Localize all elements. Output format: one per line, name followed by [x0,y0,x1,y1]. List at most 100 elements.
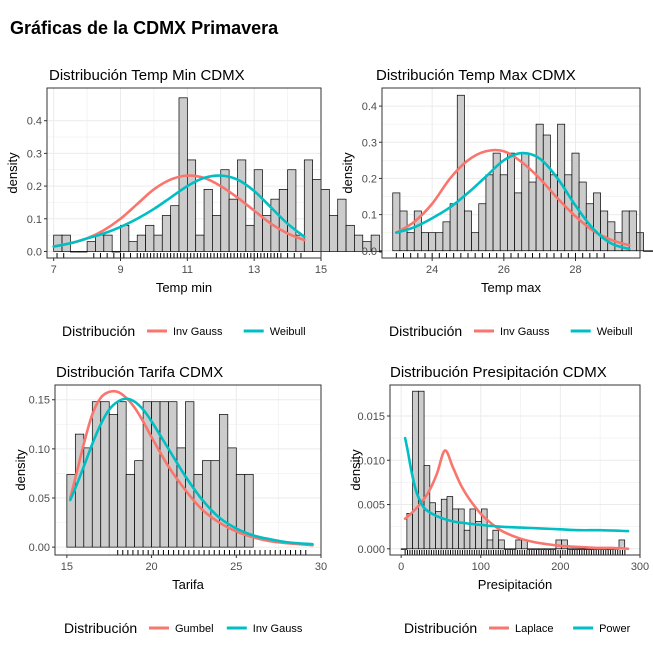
histogram-bar [287,169,297,252]
histogram-bar [600,210,609,252]
y-tick-label: 0.4 [27,116,42,128]
x-tick-label: 28 [569,264,581,276]
histogram-bar [449,203,458,252]
legend-title: Distribución [62,323,135,339]
histogram-bar [532,548,540,550]
histogram-bar [464,210,472,252]
chart-title: Distribución Presipitación CDMX [390,364,607,381]
histogram-bar [53,234,63,252]
histogram-bar [111,251,121,253]
histogram-bar [515,539,522,550]
histogram-bar [628,210,637,252]
chart-title: Distribución Tarifa CDMX [56,364,223,381]
histogram-bar [108,414,119,548]
x-tick-label: 200 [551,561,569,573]
histogram-bar [78,251,88,253]
histogram-bar [237,159,247,252]
x-tick-label: 20 [145,561,157,573]
histogram-bar [195,234,205,252]
x-tick-label: 15 [315,264,327,276]
y-axis-label: density [13,449,28,491]
histogram-bar [452,508,459,550]
legend-label: Weibull [597,326,633,338]
x-tick-label: 25 [230,561,242,573]
y-tick-label: 0.4 [362,101,377,113]
y-tick-label: 0.0 [362,246,377,258]
histogram-bar [245,224,255,252]
histogram-bar [406,232,415,252]
plot-border [54,384,322,556]
histogram-bar [526,548,534,550]
histogram-bar [538,548,545,550]
histogram-bar [329,215,339,252]
histogram-bar [210,460,220,548]
legend-label: Inv Gauss [173,326,223,338]
y-tick-label: 0.3 [362,137,377,149]
histogram-bar [212,215,222,252]
x-axis-label: Temp min [156,280,212,295]
legend-title: Distribución [64,620,137,636]
histogram-bar [446,496,454,550]
histogram-bar [193,474,203,548]
x-axis-label: Presipitación [478,577,552,592]
histogram-bar [561,539,568,550]
histogram-bar [507,152,515,252]
histogram-bar [578,548,585,550]
y-tick-label: 0.0 [27,246,42,258]
histogram-bar [220,169,230,252]
x-tick-label: 100 [472,561,490,573]
histogram-bar [145,224,155,252]
histogram-bar [413,210,422,252]
y-tick-label: 0.1 [362,210,377,222]
histogram-bar [535,123,544,252]
legend-label: Laplace [515,623,554,635]
histogram-bar [421,232,429,252]
histogram-bar [161,215,171,252]
histogram-bar [186,159,197,252]
x-tick-label: 9 [117,264,123,276]
histogram-bar [509,548,517,550]
x-tick-label: 24 [426,264,438,276]
plot-border [381,87,641,259]
legend-label: Power [599,623,631,635]
histogram-bar [320,188,330,252]
y-tick-label: 0.05 [29,493,50,505]
histogram-bar [70,251,80,253]
density-curve-laplace [403,449,630,551]
legend-title: Distribución [389,323,462,339]
histogram-bar [429,502,436,550]
histogram-bar [428,232,437,252]
histogram-bar [117,401,127,548]
histogram-bar [456,94,465,252]
y-tick-label: 0.3 [27,148,42,160]
x-axis-label: Temp max [481,280,541,295]
histogram-bar [503,548,511,550]
x-tick-label: 7 [51,264,57,276]
histogram-bar [435,232,444,252]
chart-panel-4: 0 100 200 300 0.000 0.005 0.010 0.015 Distribuci… [348,364,649,636]
x-tick-label: 26 [498,264,510,276]
histogram-bar [392,192,401,252]
page-title: Gráficas de la CDMX Primavera [10,18,279,38]
histogram-bar [542,134,551,252]
x-tick-label: 11 [182,264,193,276]
histogram-bar [469,508,477,550]
histogram-bar [492,529,499,550]
legend-title: Distribución [404,620,477,636]
histogram-bar [125,474,135,548]
density-curve-weibull [52,174,306,248]
histogram-bar [128,241,138,252]
y-tick-label: 0.10 [29,444,50,456]
x-tick-label: 30 [315,561,327,573]
histogram-bar [337,198,347,252]
x-tick-label: 0 [398,561,404,573]
y-axis-label: density [340,152,355,194]
chart-panel-1: 7 9 11 13 15 0.0 0.1 0.2 0.3 0.4 Distribución Temp… [5,67,414,339]
histogram-bar [417,390,425,550]
y-tick-label: 0.015 [357,411,385,423]
density-curve-gumbel [68,389,314,547]
histogram-bar [303,159,313,252]
histogram-bar [550,174,558,252]
histogram-bar [442,221,451,252]
legend: Distribución Laplace Power [404,620,631,636]
